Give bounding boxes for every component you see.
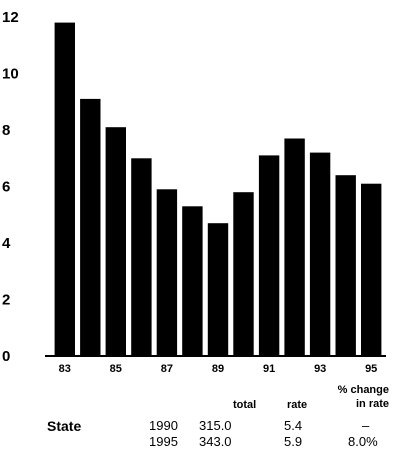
row-rate: 5.4	[284, 418, 303, 433]
table-header-pct-line2: in rate	[355, 398, 389, 410]
bar-89	[207, 223, 229, 356]
y-tick-label: 4	[2, 235, 11, 252]
row-rate: 5.9	[284, 434, 303, 449]
row-year: 1995	[149, 434, 178, 449]
bar-86	[131, 158, 152, 357]
row-pct: –	[362, 418, 370, 433]
y-tick-label: 6	[2, 179, 10, 196]
bar-84	[80, 98, 101, 357]
bar-85	[105, 127, 126, 356]
y-axis-ticks: 0 2 4 6 8 10 12	[2, 9, 19, 365]
y-tick-label: 0	[2, 348, 10, 365]
x-tick-label: 87	[161, 363, 173, 375]
bar-90	[233, 192, 254, 356]
bar-88	[182, 206, 203, 356]
y-tick-label: 12	[2, 9, 19, 26]
row-year: 1990	[149, 418, 178, 433]
table-header-rate: rate	[287, 399, 308, 411]
x-tick-label: 91	[263, 363, 275, 375]
x-tick-label: 93	[314, 363, 326, 375]
x-tick-label: 89	[212, 363, 224, 375]
y-tick-label: 8	[2, 122, 10, 139]
x-tick-label: 83	[59, 363, 71, 375]
bars	[54, 22, 382, 357]
bar-chart: 0 2 4 6 8 10 12 83 85 87 89 91 93 95	[2, 9, 386, 375]
x-tick-label: 95	[365, 363, 377, 375]
row-total: 315.0	[199, 418, 232, 433]
table-header-pct-line1: % change	[337, 384, 389, 396]
y-tick-label: 2	[2, 292, 10, 309]
bar-83	[54, 22, 75, 356]
bar-92	[284, 138, 305, 356]
x-axis-ticks: 83 85 87 89 91 93 95	[59, 363, 378, 375]
bar-87	[156, 189, 178, 356]
row-total: 343.0	[199, 434, 232, 449]
bar-94	[335, 175, 356, 356]
bar-93	[309, 152, 331, 356]
x-tick-label: 85	[110, 363, 122, 375]
table-state-label: State	[47, 418, 82, 434]
row-pct: 8.0%	[348, 434, 378, 449]
table-header-total: total	[233, 399, 257, 411]
bar-95	[361, 183, 382, 356]
y-tick-label: 10	[2, 66, 19, 83]
bar-91	[258, 155, 280, 356]
